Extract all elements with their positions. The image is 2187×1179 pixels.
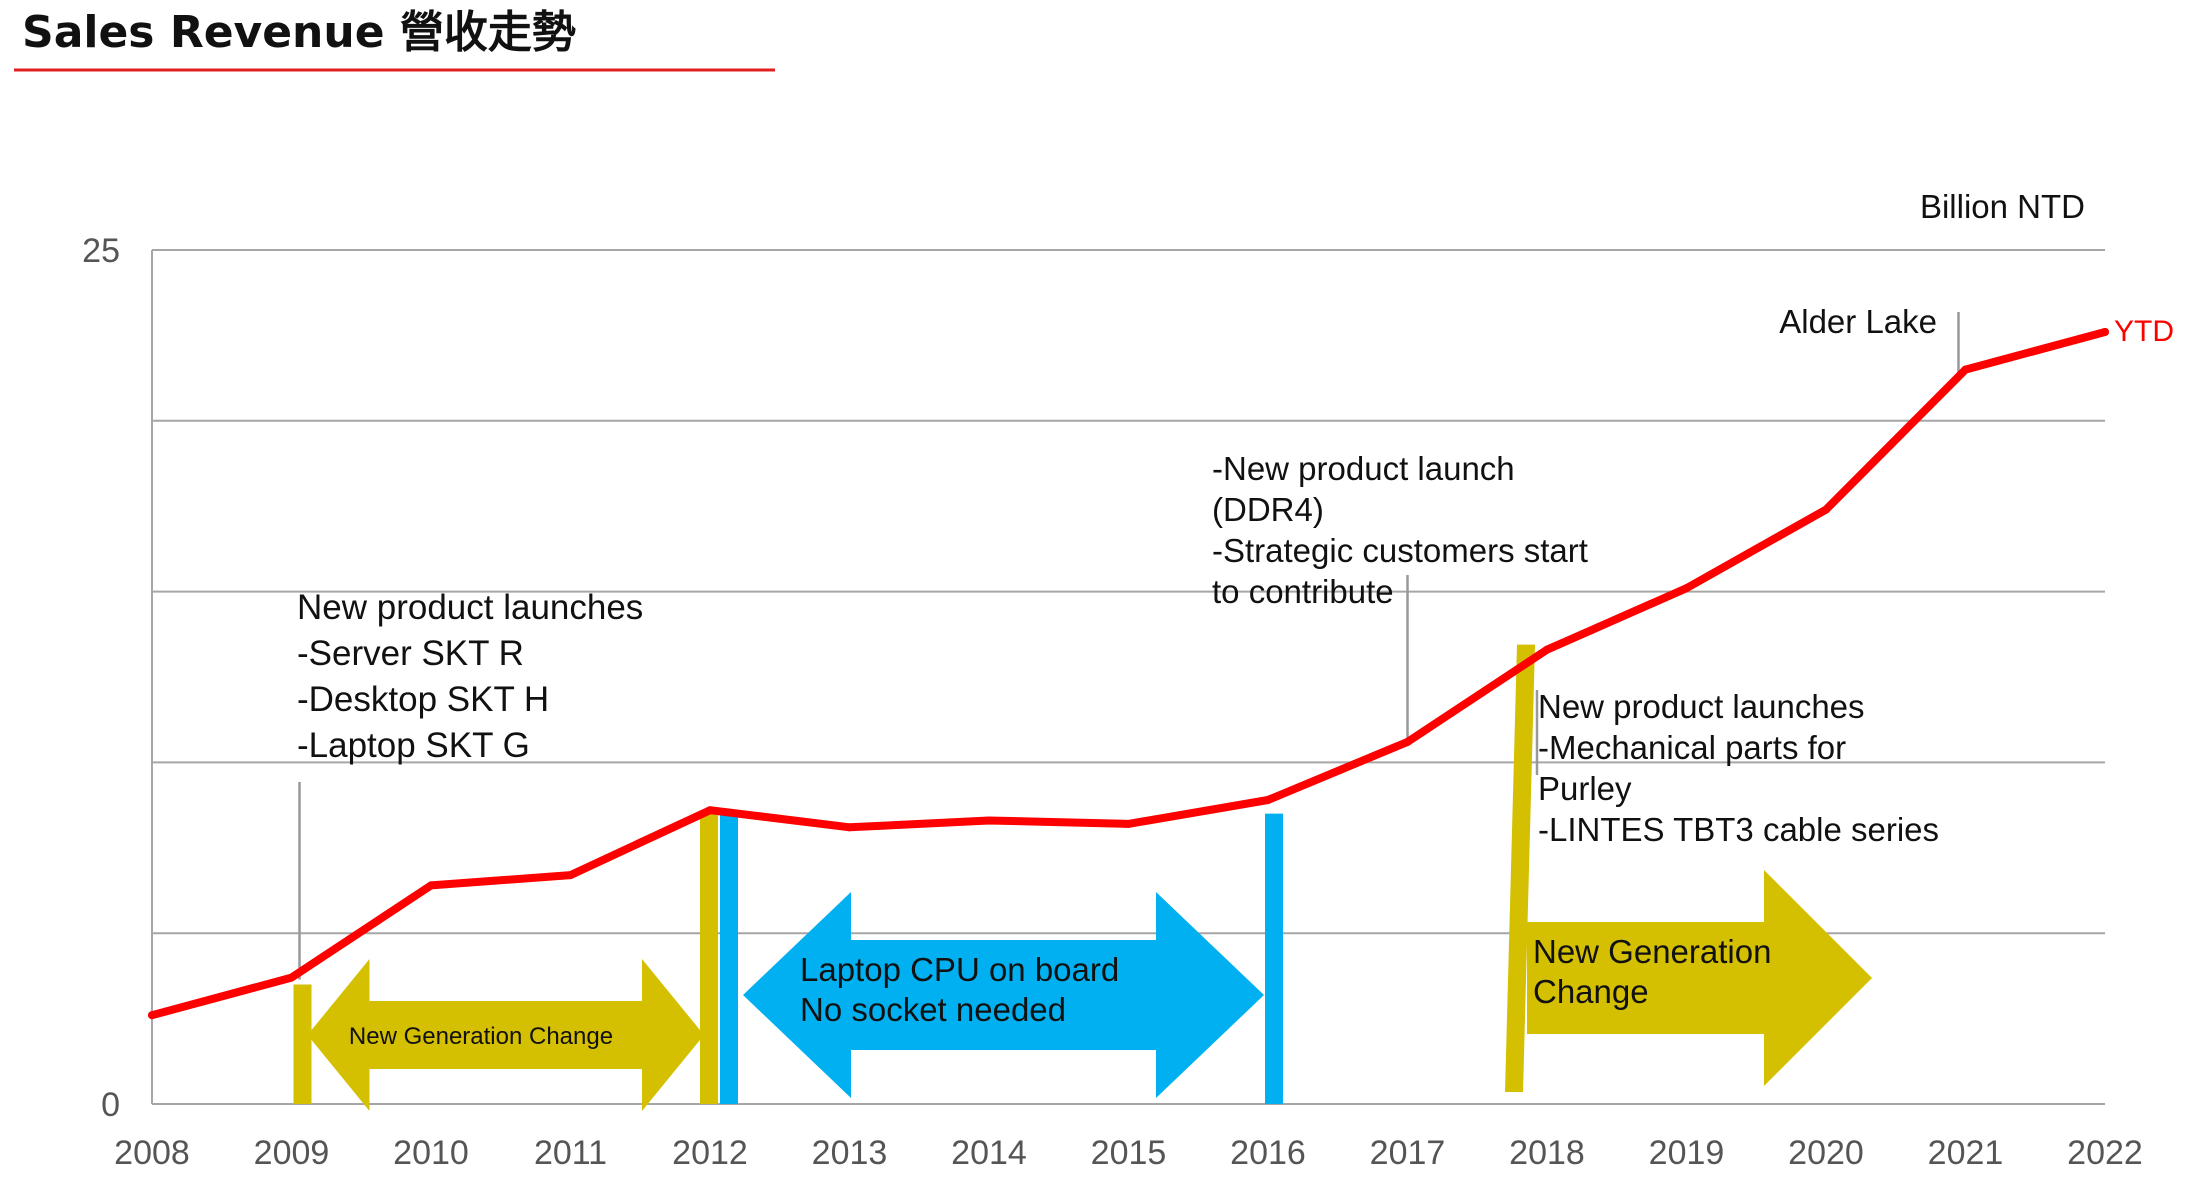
gridlines <box>151 249 2105 1105</box>
x-tick-label: 2015 <box>1091 1134 1167 1172</box>
revenue-point <box>427 881 435 890</box>
revenue-point <box>1403 737 1412 746</box>
x-tick-label: 2013 <box>812 1134 888 1172</box>
revenue-point <box>1961 365 1970 374</box>
period-label-new-generation-line: Change <box>1533 973 1649 1010</box>
annotation-2018-line: -Mechanical parts for <box>1538 729 1846 766</box>
revenue-point <box>845 823 854 832</box>
annotations: New product launches -Server SKT R -Deskto… <box>297 303 2174 1050</box>
period-label-new-generation-line: New Generation <box>1533 933 1771 970</box>
revenue-point <box>148 1011 156 1020</box>
annotation-2017-line: (DDR4) <box>1212 491 1324 528</box>
bar-2018 <box>1505 644 1535 1092</box>
period-label-new-generation-change: New Generation Change <box>349 1023 613 1050</box>
annotation-2021-line: Alder Lake <box>1779 303 1937 340</box>
x-tick-label: 2014 <box>951 1134 1027 1172</box>
annotation-leaders <box>298 312 1960 980</box>
annotation-2009-line: -Laptop SKT G <box>297 726 530 765</box>
x-tick-label: 2011 <box>534 1134 607 1172</box>
annotation-2009-line: -Desktop SKT H <box>297 680 549 719</box>
x-tick-label: 2009 <box>254 1134 330 1172</box>
x-tick-label: 2022 <box>2067 1134 2143 1172</box>
annotation-2018-line: -LINTES TBT3 cable series <box>1538 811 1939 848</box>
period-label-laptop-cpu-line: Laptop CPU on board <box>800 951 1119 988</box>
revenue-point <box>706 806 714 815</box>
annotation-2017-line: to contribute <box>1212 573 1394 610</box>
revenue-line <box>148 328 2109 1020</box>
revenue-point <box>2101 327 2109 336</box>
period-markers <box>293 644 1872 1111</box>
y-tick-label: 0 <box>101 1086 120 1124</box>
revenue-point <box>566 871 575 880</box>
right-arrow-new-generation-change <box>1527 870 1872 1086</box>
revenue-point <box>1543 645 1551 654</box>
x-tick-label: 2020 <box>1788 1134 1864 1172</box>
annotation-2018-line: Purley <box>1538 770 1632 807</box>
annotation-2017-line: -Strategic customers start <box>1212 532 1588 569</box>
annotation-2009-line: -Server SKT R <box>297 634 524 673</box>
revenue-point <box>985 816 993 825</box>
annotation-2009-line: New product launches <box>297 588 643 627</box>
revenue-point <box>1124 819 1133 828</box>
x-tick-label: 2018 <box>1509 1134 1585 1172</box>
x-tick-label: 2017 <box>1370 1134 1446 1172</box>
annotation-2018-line: New product launches <box>1538 688 1865 725</box>
page-title: Sales Revenue 營收走勢 <box>22 7 576 58</box>
x-tick-label: 2012 <box>672 1134 748 1172</box>
revenue-series <box>148 327 2109 1020</box>
x-tick-label: 2016 <box>1230 1134 1306 1172</box>
x-tick-label: 2019 <box>1649 1134 1725 1172</box>
revenue-point <box>287 973 296 982</box>
annotation-2017-line: -New product launch <box>1212 450 1515 487</box>
period-label-laptop-cpu-line: No socket needed <box>800 991 1066 1028</box>
unit-label: Billion NTD <box>1920 188 2085 225</box>
revenue-point <box>1682 584 1691 593</box>
x-tick-label: 2021 <box>1928 1134 2004 1172</box>
double-arrow-new-generation-change <box>307 959 704 1111</box>
y-tick-label: 25 <box>82 232 120 270</box>
double-arrow-laptop-cpu-on-board <box>743 892 1264 1098</box>
x-tick-label: 2010 <box>393 1134 469 1172</box>
revenue-point <box>1264 795 1272 804</box>
ytd-label: YTD <box>2114 315 2174 348</box>
y-axis-ticks: 0 25 <box>82 232 120 1124</box>
x-axis-ticks: 2008 2009 2010 2011 2012 2013 2014 2015 2016 2017… <box>114 1134 2143 1172</box>
revenue-point <box>1822 505 1830 514</box>
x-tick-label: 2008 <box>114 1134 190 1172</box>
